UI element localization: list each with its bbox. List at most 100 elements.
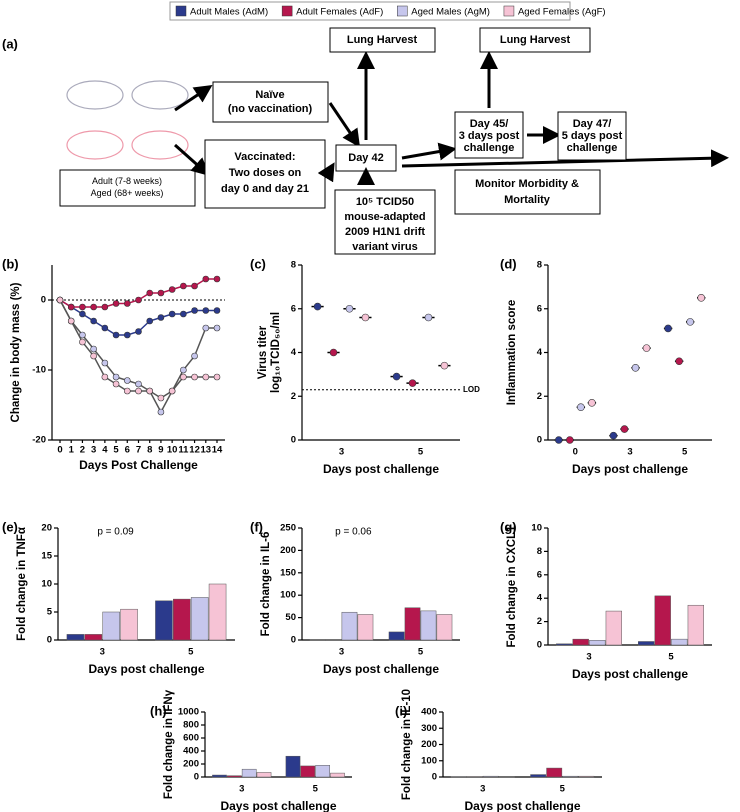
point — [361, 313, 370, 322]
y-tick-label: 2 — [291, 391, 296, 402]
point — [146, 317, 154, 325]
x-tick-label: 5 — [560, 784, 566, 795]
bar — [530, 774, 547, 778]
legend-swatch — [175, 5, 187, 17]
point — [392, 372, 401, 381]
bar — [212, 774, 227, 778]
y-tick-label: 50 — [285, 612, 296, 623]
x-axis-label: Days Post Challenge — [79, 458, 198, 472]
bar — [671, 638, 688, 646]
y-tick-label: 100 — [280, 590, 296, 601]
point — [686, 318, 694, 326]
bar — [285, 755, 301, 778]
x-tick-label: 0 — [57, 445, 62, 456]
y-tick-label: 200 — [421, 739, 437, 750]
point — [101, 359, 109, 367]
x-tick-label: 3 — [91, 445, 96, 456]
harvest-box — [329, 27, 436, 53]
mice — [66, 80, 189, 160]
bar — [241, 768, 257, 778]
bar — [315, 765, 330, 778]
y-tick-label: -20 — [32, 435, 46, 446]
point — [112, 331, 120, 339]
panel-label: (e) — [2, 519, 18, 534]
panel-label: (a) — [2, 36, 18, 51]
y-tick-label: 0 — [291, 635, 296, 646]
x-tick-label: 5 — [313, 784, 319, 795]
x-tick-label: 3 — [339, 647, 344, 658]
y-tick-label: 4 — [537, 347, 543, 358]
x-tick-label: 1 — [69, 445, 75, 456]
point — [146, 387, 154, 395]
y-tick-label: 6 — [537, 569, 542, 580]
point — [675, 357, 683, 366]
panel-label: (d) — [500, 256, 517, 271]
point — [180, 282, 187, 290]
point — [631, 364, 640, 372]
y-tick-label: 800 — [183, 720, 199, 731]
panel-label: (b) — [2, 256, 19, 271]
y-tick-label: 10 — [531, 523, 542, 534]
y-tick-label: 600 — [183, 733, 199, 744]
bar — [173, 598, 191, 641]
y-axis-label: Inflammation score — [506, 300, 518, 405]
legend-label: Aged Females (AgF) — [518, 7, 606, 18]
monitor: Monitor Morbidity & Mortality — [475, 178, 579, 206]
point — [424, 313, 433, 322]
point — [135, 328, 142, 335]
x-tick-label: 0 — [573, 447, 578, 458]
point — [588, 399, 596, 407]
point — [168, 286, 176, 293]
point — [213, 373, 221, 381]
x-tick-label: 7 — [136, 445, 141, 456]
x-axis-label: Days post challenge — [323, 462, 439, 476]
x-tick-label: 10 — [167, 445, 178, 456]
y-tick-label: 2 — [537, 391, 542, 402]
y-tick-label: 0 — [47, 635, 52, 646]
point — [157, 314, 165, 321]
legend-label: Aged Males (AgM) — [411, 7, 490, 18]
point — [101, 373, 109, 381]
point — [609, 431, 618, 440]
point — [180, 373, 187, 381]
x-tick-label: 3 — [339, 447, 344, 458]
x-axis-label: Days post challenge — [572, 462, 688, 476]
bar — [589, 640, 606, 646]
point — [146, 289, 154, 297]
point — [642, 344, 651, 352]
y-tick-label: 0 — [41, 295, 46, 306]
point — [79, 338, 86, 346]
bar — [208, 583, 227, 641]
point — [440, 361, 449, 370]
cohort-box — [59, 169, 196, 207]
bar — [638, 641, 655, 646]
point — [577, 403, 585, 411]
bar — [388, 631, 405, 641]
point — [135, 380, 142, 388]
day47-box — [557, 111, 627, 161]
bar — [546, 767, 563, 778]
point — [408, 379, 417, 387]
panel-label: (c) — [250, 256, 266, 271]
legend-swatch — [281, 5, 293, 17]
y-tick-label: 2 — [537, 616, 542, 627]
y-tick-label: 0 — [537, 435, 542, 446]
point — [191, 282, 198, 290]
point — [101, 324, 109, 332]
y-tick-label: 150 — [280, 567, 296, 578]
point — [90, 345, 97, 353]
x-tick-label: 3 — [627, 447, 632, 458]
y-tick-label: 15 — [41, 551, 52, 562]
y-tick-label: 4 — [291, 347, 297, 358]
bar — [66, 634, 85, 641]
legend-frame — [169, 1, 571, 21]
bar — [687, 604, 704, 646]
point — [213, 275, 221, 283]
point — [123, 387, 131, 395]
bar — [300, 765, 316, 778]
lod-label: LOD — [463, 385, 480, 394]
point — [566, 436, 574, 444]
x-tick-label: 8 — [147, 445, 152, 456]
challenge-box — [334, 189, 436, 255]
